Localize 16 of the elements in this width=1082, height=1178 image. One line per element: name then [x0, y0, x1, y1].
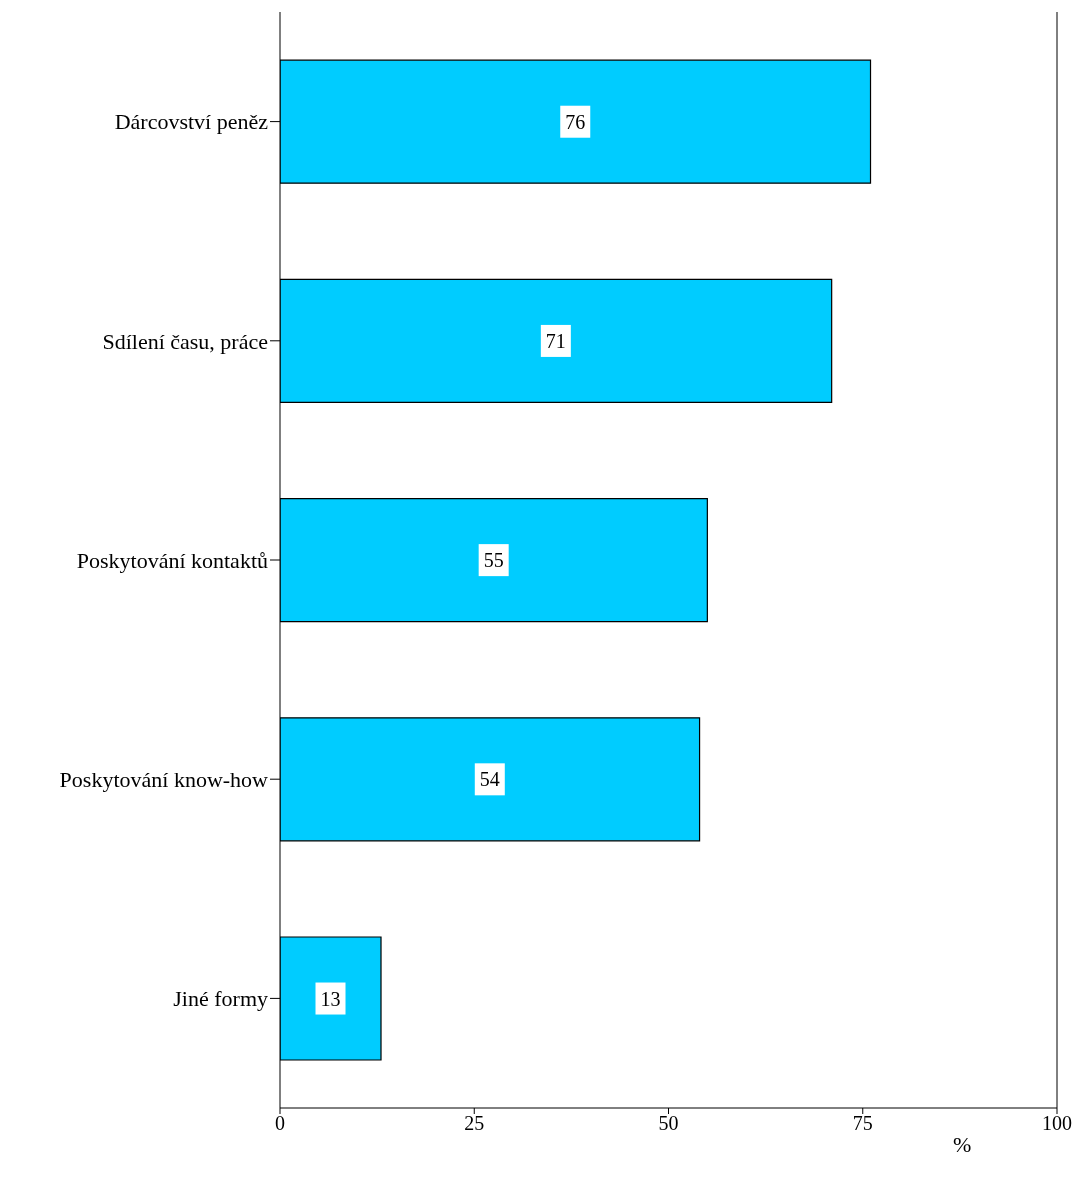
data-label: 71 [545, 329, 566, 352]
y-tick-label: Dárcovství peněz [114, 109, 269, 135]
y-tick-label: Sdílení času, práce [102, 328, 268, 354]
x-tick-label: 25 [464, 1112, 485, 1135]
data-label: 76 [565, 110, 586, 133]
x-tick-label: 75 [852, 1112, 873, 1135]
x-tick-label: 100 [1042, 1112, 1072, 1135]
data-label: 54 [479, 768, 500, 791]
x-axis-title: % [953, 1132, 972, 1157]
y-tick-label: Poskytování know-how [59, 767, 269, 793]
x-tick-label: 50 [658, 1112, 679, 1135]
data-label: 55 [483, 549, 504, 572]
data-label: 13 [320, 987, 341, 1010]
x-tick-label: 0 [275, 1112, 285, 1135]
y-tick-label: Jiné formy [173, 986, 268, 1012]
y-tick-label: Poskytování kontaktů [76, 547, 268, 573]
